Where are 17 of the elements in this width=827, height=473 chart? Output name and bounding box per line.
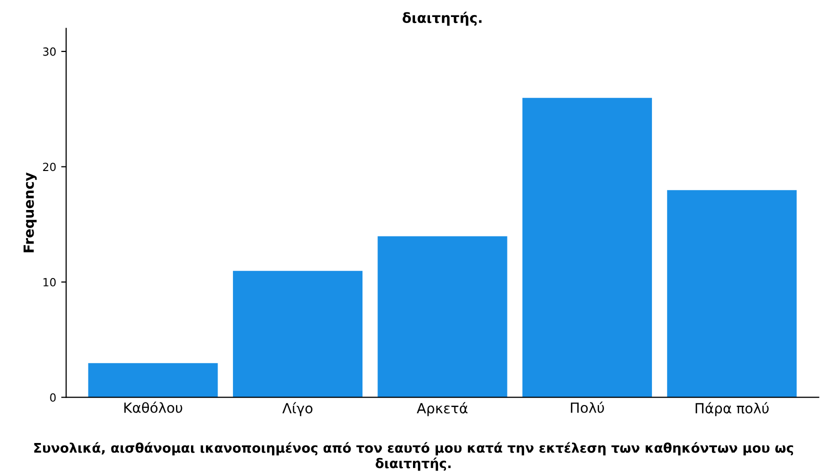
chart-title: διαιτητής. [402, 12, 482, 26]
x-tick-label: Πολύ [570, 402, 604, 413]
y-tick-label: 30 [43, 47, 56, 56]
bar [522, 97, 653, 398]
x-tick-label: Πάρα πολύ [696, 402, 769, 416]
x-tick-label: Καθόλου [124, 402, 182, 413]
bar [666, 189, 798, 398]
y-tick-label: 10 [44, 278, 56, 286]
x-tick-label: Λίγο [282, 402, 312, 416]
y-axis-title: Frequency [24, 172, 37, 252]
y-tick-label: 0 [50, 393, 56, 402]
bar [376, 236, 508, 398]
bar [232, 270, 364, 398]
x-tick-label: Αρκετά [416, 402, 468, 416]
x-axis-title: Συνολικά, αισθάνομαι ικανοποιημένος από τον εαυτό μου κατά την εκτέλεση των καθηκόντων μου ως διαιτητής. [34, 442, 794, 471]
bar [88, 362, 218, 398]
y-tick-label: 20 [43, 162, 56, 172]
